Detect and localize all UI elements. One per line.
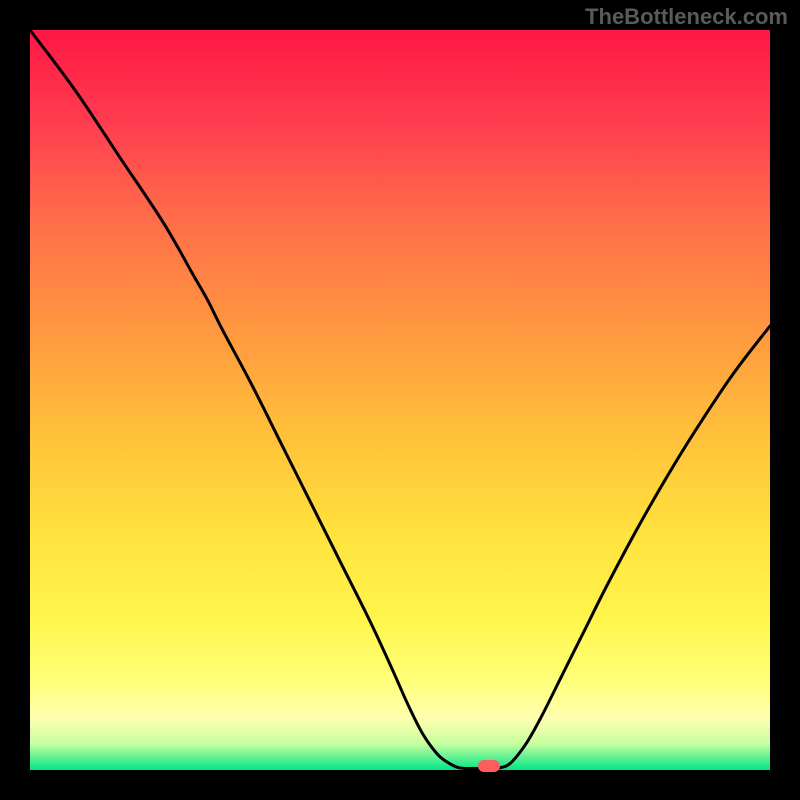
optimal-marker	[478, 760, 500, 772]
watermark-text: TheBottleneck.com	[585, 4, 788, 30]
chart-background	[30, 30, 770, 770]
chart-svg	[30, 30, 770, 770]
plot-area	[30, 30, 770, 770]
